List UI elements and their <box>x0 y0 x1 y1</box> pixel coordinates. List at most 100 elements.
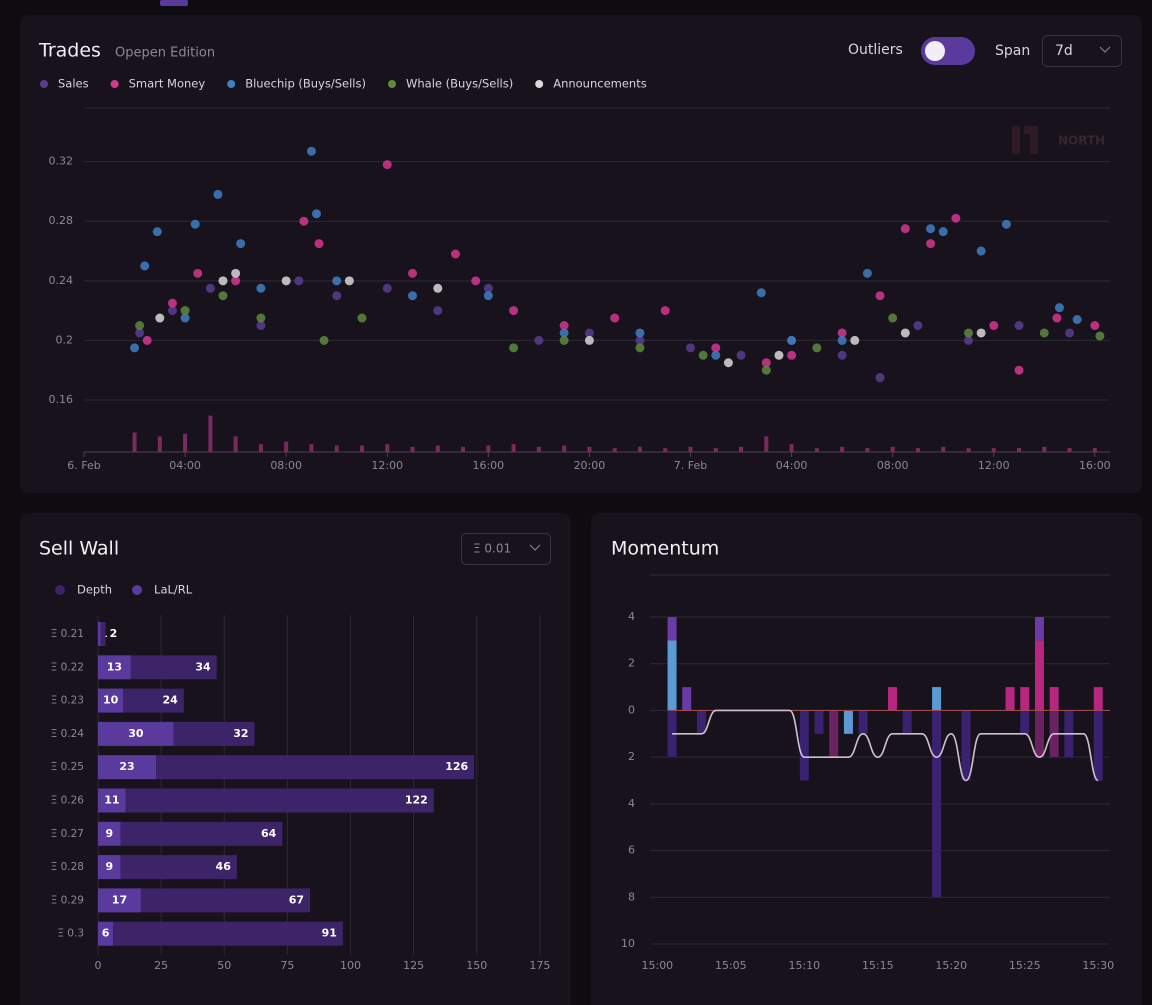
trades-panel <box>20 15 1142 493</box>
trade-point <box>1014 321 1024 331</box>
trade-point <box>787 335 797 345</box>
trade-point <box>256 313 266 323</box>
trade-point <box>509 306 519 316</box>
trade-point <box>963 328 973 338</box>
volume-bar <box>562 445 567 452</box>
select-box[interactable] <box>1042 35 1122 67</box>
bar-label: 67 <box>289 893 304 906</box>
trade-point <box>723 358 733 368</box>
trade-point <box>483 291 493 301</box>
legend-label: Smart Money <box>129 77 206 91</box>
trade-point <box>190 219 200 229</box>
volume-bar <box>258 444 263 452</box>
legend-label: Announcements <box>553 77 647 91</box>
bar-label: 23 <box>119 760 134 773</box>
y-tick-label: Ξ 0.26 <box>51 795 85 807</box>
bar-segment <box>100 622 106 646</box>
trade-point <box>711 343 721 353</box>
select-value[interactable]: 7d <box>1055 43 1073 59</box>
trade-point <box>140 261 150 271</box>
legend-swatch <box>132 585 143 595</box>
bar-label: 64 <box>261 827 277 840</box>
trade-point <box>299 216 309 226</box>
momentum-bar <box>1093 710 1103 781</box>
volume-bar <box>183 433 188 452</box>
span-label: Span <box>995 43 1030 59</box>
trade-point <box>862 268 872 278</box>
bar-segment <box>156 755 475 780</box>
momentum-bar <box>799 710 809 781</box>
trade-point <box>332 276 342 286</box>
bar-label: 9 <box>106 860 114 873</box>
legend-label: Depth <box>77 583 112 597</box>
trade-point <box>610 313 620 323</box>
trade-point <box>450 249 460 259</box>
volume-bar <box>865 448 870 452</box>
volume-bar <box>461 446 466 452</box>
volume-bar <box>637 446 642 452</box>
trade-point <box>938 227 948 237</box>
volume-bar <box>991 448 996 452</box>
y-tick-label: Ξ 0.22 <box>51 661 84 673</box>
trade-point <box>357 313 367 323</box>
legend-swatch <box>535 80 544 88</box>
bar-segment <box>98 622 101 646</box>
trade-point <box>913 321 923 331</box>
trade-point <box>635 335 645 345</box>
trade-point <box>736 350 746 360</box>
select-box[interactable] <box>461 533 551 565</box>
x-tick-label: 12:00 <box>978 459 1010 472</box>
select-value[interactable]: Ξ 0.01 <box>473 542 511 556</box>
trade-point <box>1090 321 1100 331</box>
volume-bar <box>1092 448 1097 452</box>
x-tick-label: 0 <box>95 959 102 972</box>
volume-bar <box>789 444 794 452</box>
y-tick-label: Ξ 0.23 <box>51 695 84 707</box>
trade-point <box>660 306 670 316</box>
trade-point <box>471 276 481 286</box>
trade-point <box>311 209 321 219</box>
trade-point <box>837 335 847 345</box>
trade-point <box>1095 331 1105 341</box>
trade-point <box>1072 315 1082 325</box>
outliers-toggle[interactable] <box>921 37 975 65</box>
x-tick-label: 15:25 <box>1009 959 1041 972</box>
toggle-knob[interactable] <box>925 41 945 61</box>
bar-segment <box>98 821 121 846</box>
x-tick-label: 16:00 <box>1079 459 1111 472</box>
trade-point <box>926 224 936 234</box>
bar-segment <box>120 855 237 880</box>
trade-point <box>306 146 316 156</box>
momentum-bar <box>887 687 897 711</box>
volume-bar <box>713 448 718 452</box>
x-tick-label: 15:30 <box>1082 959 1114 972</box>
watermark: NORTH <box>1058 134 1105 148</box>
trade-point <box>774 350 784 360</box>
bar-label: 91 <box>322 927 337 940</box>
momentum-bar <box>1034 640 1044 711</box>
y-tick-label: 4 <box>628 797 635 810</box>
trade-point <box>509 343 519 353</box>
x-tick-label: 150 <box>466 959 487 972</box>
legend-label: Bluechip (Buys/Sells) <box>245 77 366 91</box>
trade-point <box>294 276 304 286</box>
legend-swatch <box>55 585 65 595</box>
x-tick-label: 20:00 <box>574 459 606 472</box>
trade-point <box>256 283 266 293</box>
trade-point <box>1014 365 1024 375</box>
watermark-logo <box>1012 126 1038 154</box>
volume-bar <box>435 445 440 452</box>
momentum-line <box>672 709 1100 782</box>
bar-label: 11 <box>104 794 119 807</box>
trade-point <box>888 313 898 323</box>
tab-indicator <box>160 0 188 6</box>
span-select[interactable]: 7d <box>1042 35 1122 67</box>
momentum-bar <box>696 710 706 734</box>
volume-bar <box>334 445 339 452</box>
bar-segment <box>120 821 283 846</box>
y-tick-label: Ξ 0.28 <box>51 861 84 873</box>
volume-bar <box>814 448 819 452</box>
y-tick-label: 0.28 <box>49 214 74 227</box>
trade-point <box>433 283 443 293</box>
step-select[interactable]: Ξ 0.01 <box>461 533 551 565</box>
